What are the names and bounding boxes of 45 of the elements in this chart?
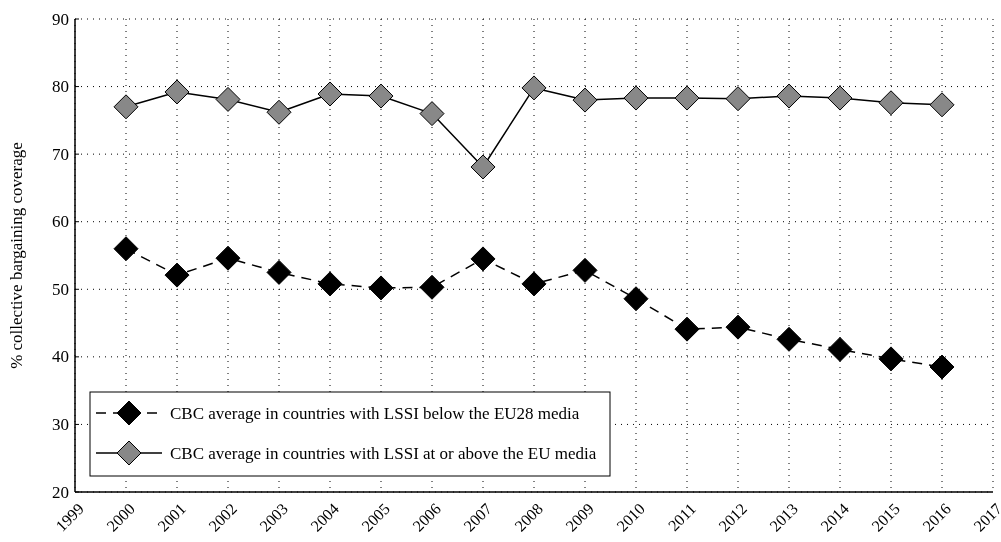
point: [776, 326, 802, 352]
point: [368, 275, 394, 301]
point: [776, 83, 802, 109]
point: [164, 79, 190, 105]
y-tick-label: 90: [52, 9, 69, 29]
y-tick-label: 60: [52, 212, 69, 232]
y-tick-label: 70: [52, 144, 69, 164]
point: [623, 286, 649, 312]
point: [725, 86, 751, 112]
legend-label: CBC average in countries with LSSI at or above the EU media: [170, 443, 597, 463]
point: [215, 245, 241, 271]
y-tick-label: 50: [52, 279, 69, 299]
y-axis-title: % collective bargaining coverage: [7, 142, 26, 369]
point: [470, 246, 496, 272]
point: [929, 92, 955, 118]
point: [725, 314, 751, 340]
y-tick-label: 20: [52, 482, 69, 502]
point: [878, 346, 904, 372]
point: [827, 336, 853, 362]
point: [521, 271, 547, 297]
point: [827, 85, 853, 111]
point: [164, 262, 190, 288]
point: [113, 236, 139, 262]
point: [674, 316, 700, 342]
point: [317, 81, 343, 107]
point: [878, 90, 904, 116]
point: [266, 259, 292, 285]
point: [623, 85, 649, 111]
legend-label: CBC average in countries with LSSI below the EU28 media: [170, 403, 580, 423]
point: [674, 85, 700, 111]
point: [572, 87, 598, 113]
point: [266, 99, 292, 125]
point: [368, 83, 394, 109]
point: [572, 257, 598, 283]
point: [929, 354, 955, 380]
point: [419, 274, 445, 300]
y-tick-label: 80: [52, 77, 69, 97]
point: [215, 86, 241, 112]
y-tick-label: 30: [52, 414, 69, 434]
point: [317, 271, 343, 297]
point: [470, 154, 496, 180]
point: [419, 101, 445, 127]
point: [113, 94, 139, 120]
y-tick-label: 40: [52, 347, 69, 367]
point: [521, 75, 547, 101]
